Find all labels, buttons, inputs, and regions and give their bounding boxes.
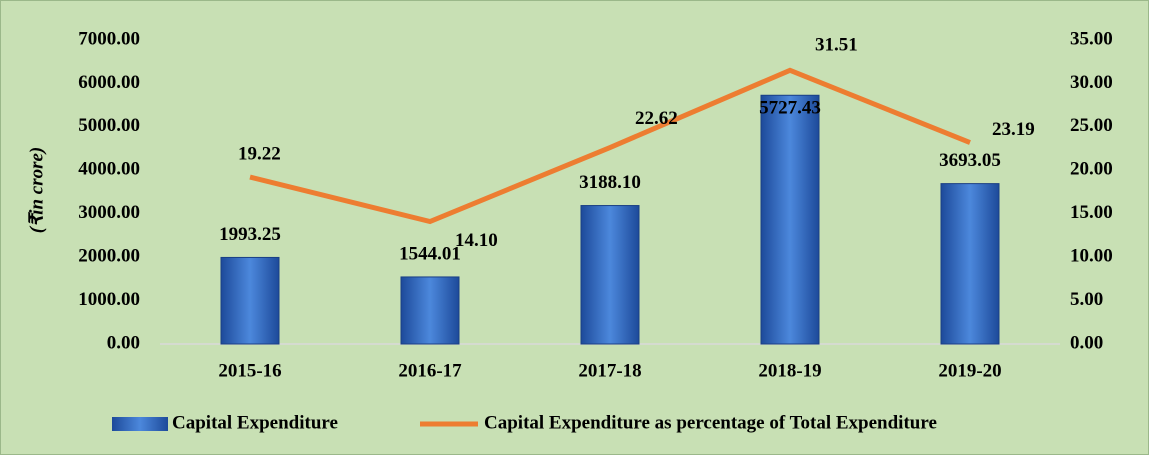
y2-tick-label: 25.00 xyxy=(1070,115,1113,136)
y2-tick-label: 15.00 xyxy=(1070,202,1113,223)
y2-tick-label: 30.00 xyxy=(1070,72,1113,93)
y-axis-title: (₹in crore) xyxy=(26,147,47,234)
y-tick-label: 0.00 xyxy=(107,332,140,353)
line-value-label: 22.62 xyxy=(635,108,678,129)
bar-value-label: 1544.01 xyxy=(399,243,461,264)
y-tick-label: 5000.00 xyxy=(78,115,140,136)
bar-value-label: 3693.05 xyxy=(939,150,1001,171)
line-value-label: 19.22 xyxy=(238,143,281,164)
bar xyxy=(400,276,460,345)
bar-value-label: 1993.25 xyxy=(219,224,281,245)
x-tick-label: 2016-17 xyxy=(398,360,462,381)
y2-tick-label: 10.00 xyxy=(1070,246,1113,267)
bar-value-label: 3188.10 xyxy=(579,172,641,193)
y2-tick-label: 5.00 xyxy=(1070,289,1103,310)
y2-tick-label: 35.00 xyxy=(1070,28,1113,49)
y-tick-label: 2000.00 xyxy=(78,246,140,267)
legend-label: Capital Expenditure xyxy=(172,412,338,433)
y-tick-label: 6000.00 xyxy=(78,72,140,93)
bar xyxy=(580,205,640,345)
bar xyxy=(760,94,820,345)
legend-label: Capital Expenditure as percentage of Tot… xyxy=(484,412,937,433)
line xyxy=(249,67,971,225)
y-tick-label: 7000.00 xyxy=(78,28,140,49)
y2-tick-label: 0.00 xyxy=(1070,332,1103,353)
bar xyxy=(220,256,280,345)
y2-tick-label: 20.00 xyxy=(1070,159,1113,180)
x-tick-label: 2017-18 xyxy=(578,360,641,381)
line-value-label: 23.19 xyxy=(992,119,1035,140)
x-tick-label: 2019-20 xyxy=(938,360,1001,381)
x-tick-label: 2018-19 xyxy=(758,360,821,381)
y-tick-label: 1000.00 xyxy=(78,289,140,310)
bar-value-label: 5727.43 xyxy=(759,98,821,119)
bar xyxy=(940,183,1000,345)
y-tick-label: 3000.00 xyxy=(78,202,140,223)
legend-swatch xyxy=(112,417,168,431)
y-tick-label: 4000.00 xyxy=(78,159,140,180)
line-value-label: 31.51 xyxy=(815,35,858,56)
x-tick-label: 2015-16 xyxy=(218,360,281,381)
line-value-label: 14.10 xyxy=(455,230,498,251)
